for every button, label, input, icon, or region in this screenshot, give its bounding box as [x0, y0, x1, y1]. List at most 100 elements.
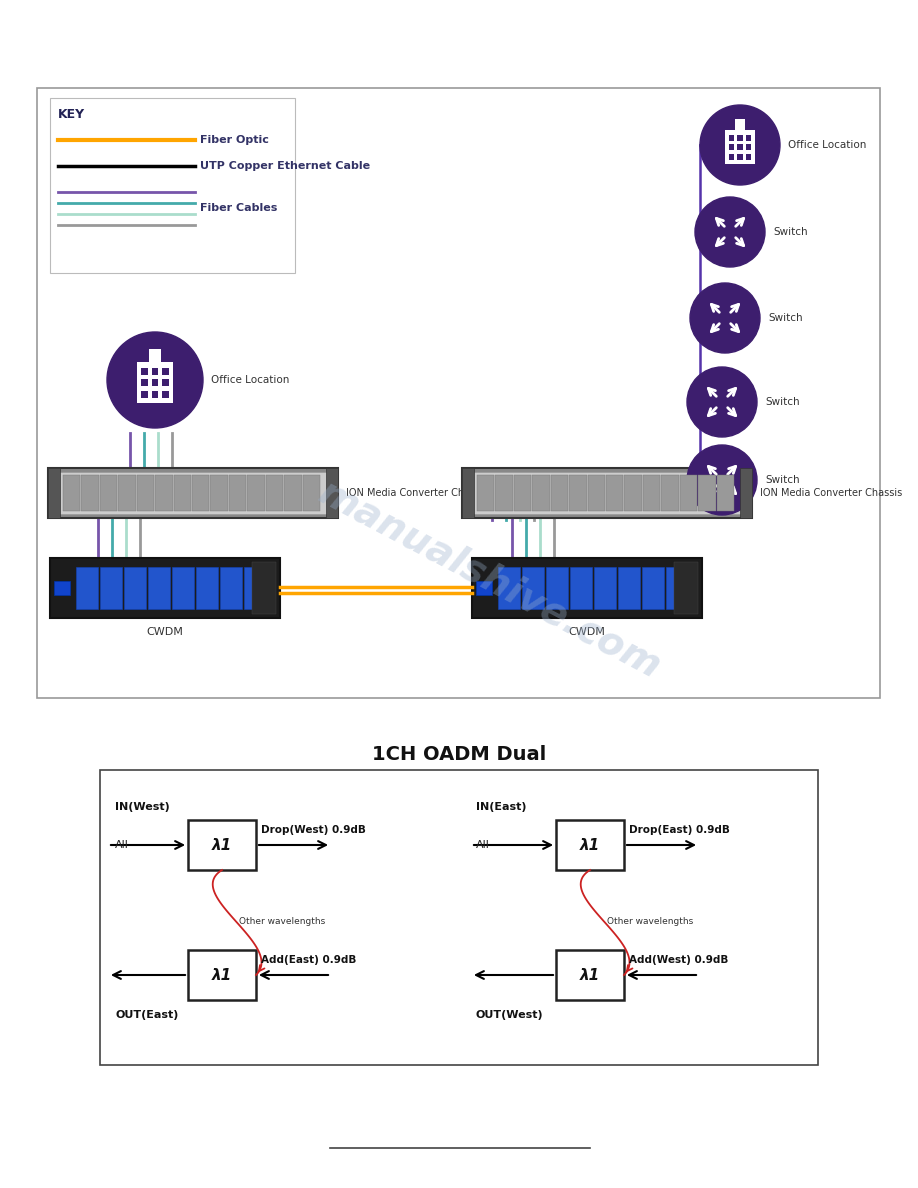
Circle shape: [687, 446, 757, 516]
Bar: [465, 472, 749, 514]
Bar: [514, 475, 532, 511]
Bar: [624, 475, 642, 511]
Text: ION Media Converter Chassis: ION Media Converter Chassis: [346, 488, 488, 498]
Bar: [141, 368, 148, 375]
Text: λ1: λ1: [580, 967, 600, 982]
Bar: [717, 475, 734, 511]
Circle shape: [695, 197, 765, 267]
Text: KEY: KEY: [58, 107, 85, 120]
Bar: [746, 144, 752, 151]
Bar: [725, 129, 755, 164]
Bar: [100, 567, 122, 609]
Bar: [188, 820, 256, 870]
Bar: [618, 567, 640, 609]
Bar: [137, 475, 154, 511]
Bar: [737, 144, 743, 151]
Bar: [162, 379, 169, 386]
Bar: [588, 475, 605, 511]
Circle shape: [107, 331, 203, 428]
Text: All: All: [115, 840, 129, 849]
Bar: [247, 475, 264, 511]
Bar: [546, 567, 568, 609]
Bar: [141, 391, 148, 398]
Bar: [642, 567, 664, 609]
Bar: [570, 567, 592, 609]
Bar: [100, 770, 818, 1064]
Bar: [149, 348, 162, 362]
Text: All: All: [476, 840, 490, 849]
Bar: [151, 379, 158, 386]
Text: IN(West): IN(West): [115, 802, 170, 813]
Bar: [734, 119, 745, 129]
Bar: [141, 379, 148, 386]
Bar: [594, 567, 616, 609]
Bar: [737, 134, 743, 141]
Bar: [746, 134, 752, 141]
Text: UTP Copper Ethernet Cable: UTP Copper Ethernet Cable: [200, 162, 370, 171]
Bar: [679, 475, 697, 511]
Text: OUT(East): OUT(East): [115, 1010, 178, 1020]
Bar: [76, 567, 98, 609]
Bar: [737, 153, 743, 160]
Text: manualshive.com: manualshive.com: [312, 474, 667, 687]
Bar: [569, 475, 587, 511]
Bar: [462, 468, 752, 518]
Text: Drop(East) 0.9dB: Drop(East) 0.9dB: [629, 824, 730, 835]
Bar: [100, 475, 118, 511]
Bar: [303, 475, 320, 511]
Bar: [666, 567, 688, 609]
Text: λ1: λ1: [580, 838, 600, 853]
Text: Office Location: Office Location: [211, 375, 289, 385]
Bar: [151, 391, 158, 398]
Bar: [229, 475, 246, 511]
Bar: [643, 475, 660, 511]
Text: CWDM: CWDM: [568, 627, 606, 637]
Bar: [472, 558, 702, 618]
Circle shape: [687, 367, 757, 437]
Text: Add(West) 0.9dB: Add(West) 0.9dB: [629, 955, 728, 965]
Bar: [462, 468, 474, 518]
Bar: [496, 475, 513, 511]
Bar: [746, 153, 752, 160]
Bar: [265, 475, 283, 511]
Text: Switch: Switch: [765, 397, 800, 407]
Bar: [37, 88, 880, 699]
Text: Switch: Switch: [765, 475, 800, 485]
Text: Office Location: Office Location: [788, 140, 867, 150]
Bar: [151, 368, 158, 375]
Bar: [729, 153, 734, 160]
Bar: [556, 950, 624, 1000]
Bar: [50, 97, 295, 273]
Bar: [220, 567, 242, 609]
Bar: [118, 475, 136, 511]
Bar: [63, 475, 81, 511]
Bar: [210, 475, 228, 511]
Bar: [477, 475, 495, 511]
Bar: [606, 475, 623, 511]
Bar: [729, 144, 734, 151]
Text: Fiber Optic: Fiber Optic: [200, 135, 269, 145]
Bar: [172, 567, 194, 609]
Bar: [326, 468, 338, 518]
Bar: [48, 468, 338, 518]
Bar: [476, 581, 492, 595]
Bar: [196, 567, 218, 609]
Text: Fiber Cables: Fiber Cables: [200, 203, 277, 213]
Text: Switch: Switch: [773, 227, 808, 236]
Text: Switch: Switch: [768, 312, 802, 323]
Bar: [54, 581, 70, 595]
Text: Other wavelengths: Other wavelengths: [607, 917, 693, 927]
Bar: [192, 475, 209, 511]
Text: Add(East) 0.9dB: Add(East) 0.9dB: [261, 955, 356, 965]
Text: IN(East): IN(East): [476, 802, 527, 813]
Bar: [285, 475, 302, 511]
Text: CWDM: CWDM: [147, 627, 184, 637]
Bar: [556, 820, 624, 870]
Text: λ1: λ1: [212, 967, 232, 982]
Bar: [522, 567, 544, 609]
Circle shape: [700, 105, 780, 185]
Bar: [155, 475, 173, 511]
Bar: [82, 475, 99, 511]
Bar: [162, 391, 169, 398]
Circle shape: [690, 283, 760, 353]
